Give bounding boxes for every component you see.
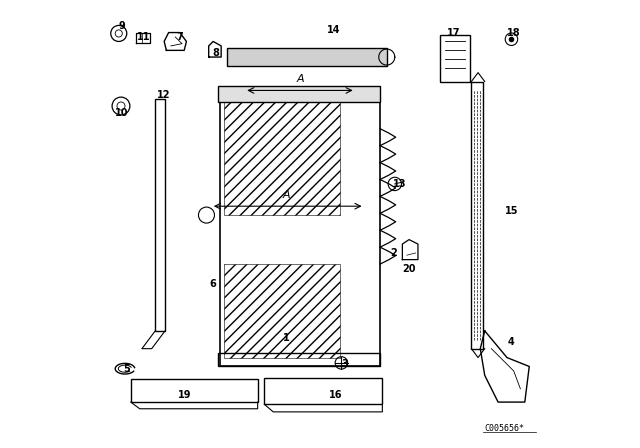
Bar	[218, 353, 380, 366]
Text: 10: 10	[115, 108, 129, 118]
Text: 20: 20	[403, 263, 416, 274]
Text: 1: 1	[284, 332, 290, 343]
Text: 17: 17	[447, 28, 460, 38]
Text: 3: 3	[341, 359, 348, 369]
Text: 6: 6	[210, 279, 216, 289]
Text: A: A	[296, 74, 304, 84]
Bar	[472, 82, 483, 349]
Bar	[218, 86, 380, 102]
Text: 2: 2	[390, 248, 397, 258]
Text: A: A	[283, 190, 291, 199]
Text: 7: 7	[177, 32, 183, 42]
Bar	[227, 48, 387, 66]
Text: 19: 19	[177, 390, 191, 401]
Text: 14: 14	[326, 26, 340, 35]
Text: 15: 15	[505, 206, 518, 215]
Bar	[220, 90, 380, 366]
Text: 11: 11	[138, 32, 151, 42]
Text: 13: 13	[394, 179, 407, 189]
Text: 16: 16	[329, 390, 342, 401]
Text: 9: 9	[118, 21, 125, 31]
Text: 5: 5	[123, 364, 130, 374]
Bar	[440, 35, 470, 82]
Bar	[224, 95, 340, 215]
Text: C005656*: C005656*	[484, 424, 525, 433]
Bar	[131, 379, 258, 402]
Bar	[224, 264, 340, 358]
Text: 12: 12	[157, 90, 171, 100]
Bar	[156, 99, 165, 331]
Text: 4: 4	[508, 337, 515, 347]
Text: 8: 8	[212, 47, 219, 58]
Bar	[264, 378, 382, 404]
Text: 18: 18	[507, 28, 520, 38]
